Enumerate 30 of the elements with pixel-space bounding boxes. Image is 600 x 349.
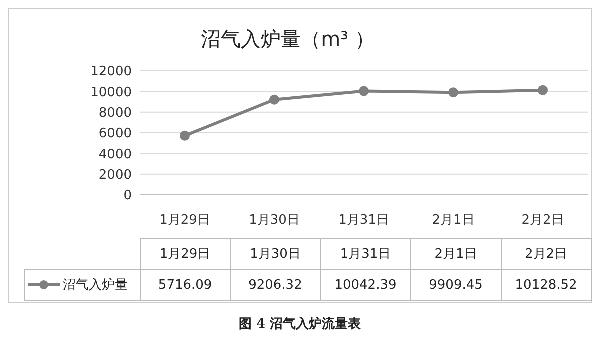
point	[180, 130, 190, 141]
point	[359, 86, 369, 96]
y-tick-label: 4000	[98, 147, 132, 162]
data-label: 10042.39	[320, 270, 411, 300]
y-tick-label: 12000	[90, 64, 132, 80]
category-label: 1月31日	[340, 247, 392, 262]
chart-title: 沼气入炉量（m³ ）	[200, 26, 376, 53]
x-tick-label: 2月1日	[432, 213, 475, 228]
category-label: 1月30日	[250, 247, 301, 262]
caption: 图 4 沼气入炉流量表	[238, 316, 362, 333]
data-label: 5716.09	[140, 270, 230, 300]
data-label: 9909.45	[410, 270, 502, 300]
x-tick-label: 1月29日	[160, 213, 210, 228]
point	[538, 85, 548, 96]
y-tick-label: 2000	[98, 168, 132, 183]
data-label: 10128.52	[501, 270, 592, 300]
data-label: 9206.32	[230, 270, 321, 300]
point	[270, 94, 280, 105]
y-tick-label: 0	[124, 188, 132, 204]
y-tick-label: 10000	[90, 85, 132, 100]
x-tick-label: 1月30日	[249, 213, 300, 228]
category-label: 2月1日	[434, 247, 478, 262]
category-label: 2月2日	[525, 247, 568, 262]
legend-label: 沼气入炉量	[63, 278, 128, 293]
y-tick-label: 6000	[98, 126, 132, 142]
point	[448, 88, 458, 98]
category-label: 1月29日	[160, 247, 211, 262]
y-tick-label: 8000	[98, 106, 132, 121]
x-tick-label: 2月2日	[522, 213, 564, 228]
x-tick-label: 1月31日	[338, 213, 390, 228]
